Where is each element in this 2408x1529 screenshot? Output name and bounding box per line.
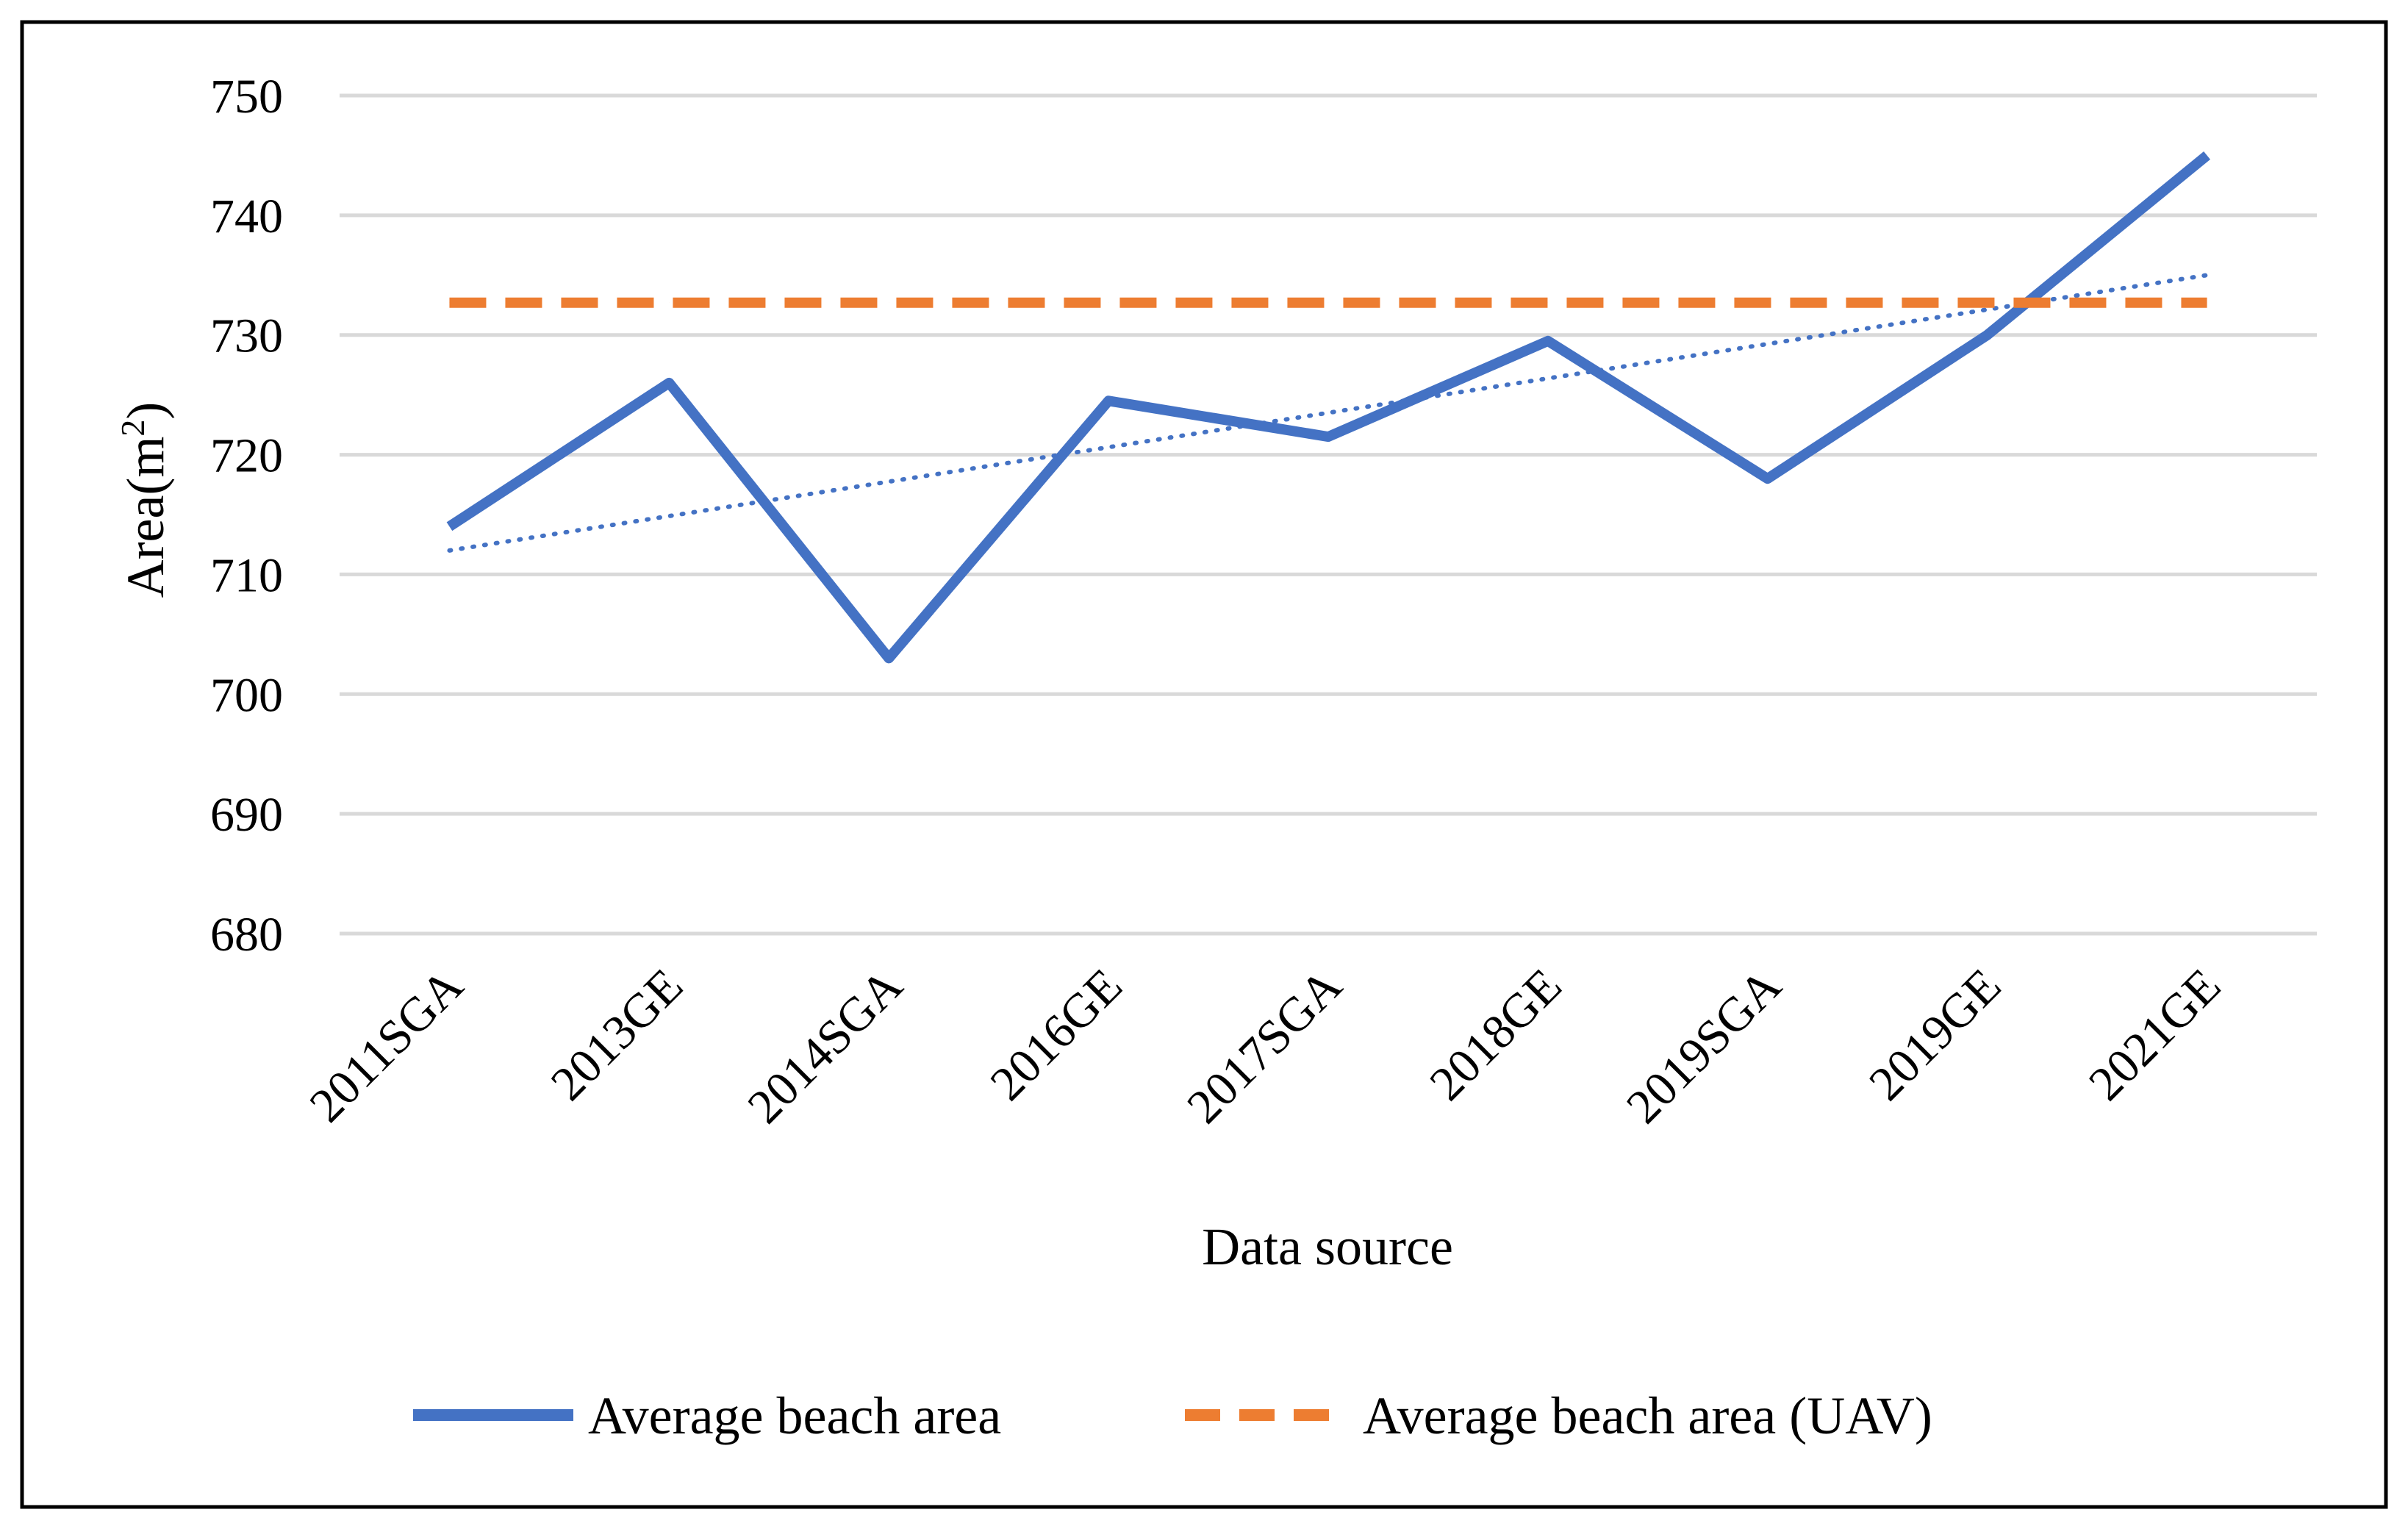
legend-label-average-beach-area-uav: Average beach area (UAV) bbox=[1363, 1386, 1932, 1445]
y-tick-label: 690 bbox=[210, 788, 283, 842]
y-tick-label: 730 bbox=[210, 309, 283, 363]
y-tick-label: 750 bbox=[210, 70, 283, 123]
legend-label-average-beach-area: Average beach area bbox=[588, 1386, 1001, 1445]
gridlines bbox=[340, 93, 2317, 936]
trendline-layer bbox=[447, 273, 2210, 553]
y-tick-label: 720 bbox=[210, 429, 283, 483]
legend: Average beach area Average beach area (U… bbox=[413, 1386, 1932, 1445]
y-axis-title-close: ) bbox=[116, 402, 175, 420]
y-tick-label: 710 bbox=[210, 548, 283, 602]
x-axis-title: Data source bbox=[1202, 1217, 1453, 1276]
y-tick-label: 680 bbox=[210, 908, 283, 962]
y-tick-label: 740 bbox=[210, 190, 283, 243]
y-axis-title-superscript: 2 bbox=[114, 420, 151, 437]
chart-border bbox=[20, 20, 2388, 1509]
y-tick-label: 700 bbox=[210, 668, 283, 722]
y-axis-title: Area(m2) bbox=[114, 402, 175, 598]
series-layer bbox=[446, 151, 2210, 664]
trendline bbox=[447, 273, 2210, 553]
y-axis-ticks: 680 690 700 710 720 730 740 750 bbox=[210, 70, 283, 962]
